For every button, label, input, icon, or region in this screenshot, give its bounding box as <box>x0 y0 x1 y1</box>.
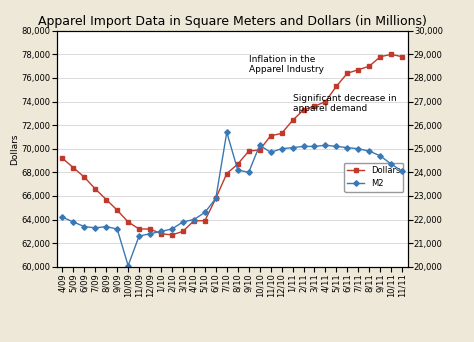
M2 <box>257 143 263 147</box>
Dollars <box>301 108 306 112</box>
M2 <box>103 225 109 229</box>
Dollars <box>191 219 197 223</box>
M2 <box>125 264 131 268</box>
Dollars <box>114 208 120 212</box>
M2 <box>334 144 339 148</box>
M2 <box>71 220 76 224</box>
M2 <box>399 169 405 173</box>
M2 <box>60 215 65 219</box>
M2 <box>377 154 383 158</box>
Dollars <box>399 55 405 59</box>
Text: Significant decrease in
apparel demand: Significant decrease in apparel demand <box>292 94 396 113</box>
M2 <box>191 218 197 222</box>
M2 <box>82 225 87 229</box>
Dollars <box>125 220 131 224</box>
Dollars <box>180 229 186 233</box>
Title: Apparel Import Data in Square Meters and Dollars (in Millions): Apparel Import Data in Square Meters and… <box>38 15 427 28</box>
M2 <box>114 227 120 231</box>
Dollars <box>213 196 219 200</box>
M2 <box>311 144 317 148</box>
Dollars <box>169 233 175 237</box>
M2 <box>158 229 164 233</box>
M2 <box>92 226 98 230</box>
M2 <box>180 220 186 224</box>
Line: Dollars: Dollars <box>60 52 404 237</box>
Dollars <box>202 219 208 223</box>
Dollars <box>82 175 87 179</box>
M2 <box>290 146 295 150</box>
M2 <box>202 210 208 214</box>
Dollars <box>356 68 361 72</box>
M2 <box>388 162 394 166</box>
Y-axis label: Dollars: Dollars <box>10 133 19 165</box>
Dollars <box>323 100 328 104</box>
Dollars <box>257 148 263 152</box>
M2 <box>213 196 219 200</box>
M2 <box>279 147 284 151</box>
Dollars <box>345 71 350 75</box>
M2 <box>147 232 153 236</box>
M2 <box>169 227 175 231</box>
M2 <box>323 143 328 147</box>
Dollars <box>92 187 98 191</box>
Legend: Dollars, M2: Dollars, M2 <box>344 163 403 192</box>
Dollars <box>147 227 153 231</box>
Text: Inflation in the
Apparel Industry: Inflation in the Apparel Industry <box>249 55 324 74</box>
M2 <box>301 144 306 148</box>
Dollars <box>311 104 317 108</box>
Dollars <box>246 149 252 153</box>
M2 <box>235 168 241 172</box>
Dollars <box>158 232 164 236</box>
Dollars <box>334 84 339 88</box>
M2 <box>246 170 252 174</box>
M2 <box>136 234 142 238</box>
Dollars <box>279 131 284 135</box>
M2 <box>356 147 361 151</box>
Dollars <box>388 52 394 56</box>
M2 <box>268 150 273 154</box>
Dollars <box>136 227 142 231</box>
Dollars <box>268 134 273 138</box>
Dollars <box>290 118 295 122</box>
Line: M2: M2 <box>60 130 404 267</box>
Dollars <box>366 64 372 68</box>
Dollars <box>377 55 383 59</box>
Dollars <box>60 156 65 160</box>
M2 <box>224 130 229 134</box>
Dollars <box>103 197 109 201</box>
Dollars <box>235 162 241 166</box>
Dollars <box>224 171 229 175</box>
M2 <box>366 149 372 153</box>
M2 <box>345 146 350 150</box>
Dollars <box>71 166 76 170</box>
